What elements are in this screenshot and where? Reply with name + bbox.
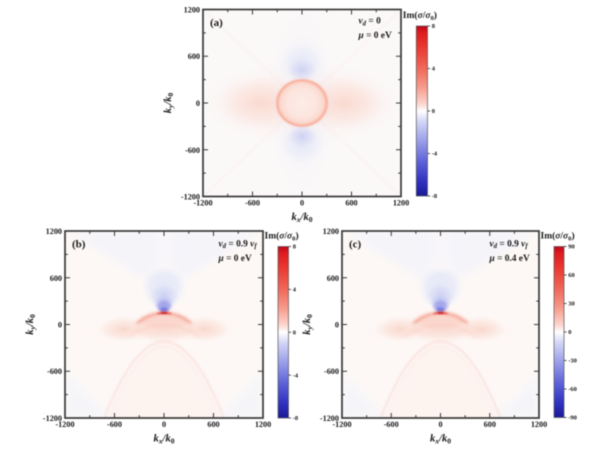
svg-text:0: 0 [300,199,304,208]
svg-text:-30: -30 [568,358,577,365]
svg-text:600: 600 [50,274,62,283]
svg-text:-4: -4 [432,151,438,158]
svg-text:-1200: -1200 [320,414,339,423]
svg-text:vd = 0.9 vf: vd = 0.9 vf [219,239,258,250]
svg-text:1200: 1200 [255,420,271,429]
svg-text:-4: -4 [293,372,299,379]
svg-text:kx/k0: kx/k0 [153,434,174,446]
svg-text:-1200: -1200 [55,420,74,429]
svg-text:1200: 1200 [531,420,547,429]
svg-text:0: 0 [293,329,296,336]
svg-text:-1200: -1200 [332,420,351,429]
svg-text:600: 600 [327,274,339,283]
svg-text:(b): (b) [72,238,86,250]
svg-text:0: 0 [335,321,339,330]
svg-text:ky/k0: ky/k0 [163,93,175,114]
svg-text:-600: -600 [47,367,62,376]
svg-text:μ = 0 eV: μ = 0 eV [218,254,252,264]
svg-text:30: 30 [568,301,575,308]
svg-text:-1200: -1200 [193,199,212,208]
svg-text:90: 90 [568,244,575,251]
svg-text:0: 0 [438,420,442,429]
svg-text:8: 8 [432,23,436,30]
svg-text:0: 0 [196,99,200,108]
svg-text:kx/k0: kx/k0 [430,434,451,446]
svg-text:1200: 1200 [323,227,339,236]
svg-text:0: 0 [568,329,571,336]
svg-text:-600: -600 [185,146,200,155]
svg-text:0: 0 [58,321,62,330]
svg-text:-90: -90 [568,415,577,422]
svg-text:vd = 0: vd = 0 [359,17,382,28]
svg-text:-8: -8 [432,193,438,200]
svg-text:-8: -8 [293,415,299,422]
svg-text:Im(σ/σ0): Im(σ/σ0) [265,231,299,243]
svg-text:600: 600 [345,199,357,208]
svg-text:600: 600 [207,420,219,429]
svg-text:60: 60 [568,272,575,279]
svg-text:-60: -60 [568,386,577,393]
svg-text:ky/k0: ky/k0 [25,314,37,335]
svg-text:4: 4 [432,66,436,73]
svg-text:μ = 0.4 eV: μ = 0.4 eV [489,254,530,264]
svg-text:-600: -600 [245,199,260,208]
svg-text:-600: -600 [324,367,339,376]
svg-text:-1200: -1200 [181,193,200,202]
svg-text:vd = 0.9 vf: vd = 0.9 vf [490,239,529,250]
svg-text:-600: -600 [384,420,399,429]
svg-text:600: 600 [188,52,200,61]
svg-text:ky/k0: ky/k0 [302,314,314,335]
svg-text:Im(σ/σ0): Im(σ/σ0) [403,10,437,22]
svg-text:Im(σ/σ0): Im(σ/σ0) [541,231,575,243]
svg-text:1200: 1200 [46,227,62,236]
svg-text:0: 0 [432,108,435,115]
svg-text:8: 8 [293,244,297,251]
svg-text:1200: 1200 [184,6,200,15]
svg-text:(a): (a) [210,17,223,29]
svg-text:kx/k0: kx/k0 [291,212,312,224]
svg-text:600: 600 [484,420,496,429]
svg-text:(c): (c) [349,238,362,250]
svg-text:-600: -600 [107,420,122,429]
svg-text:0: 0 [162,420,166,429]
svg-text:1200: 1200 [393,199,409,208]
svg-text:-1200: -1200 [43,414,62,423]
svg-text:μ = 0 eV: μ = 0 eV [358,31,392,41]
svg-text:4: 4 [293,287,297,294]
